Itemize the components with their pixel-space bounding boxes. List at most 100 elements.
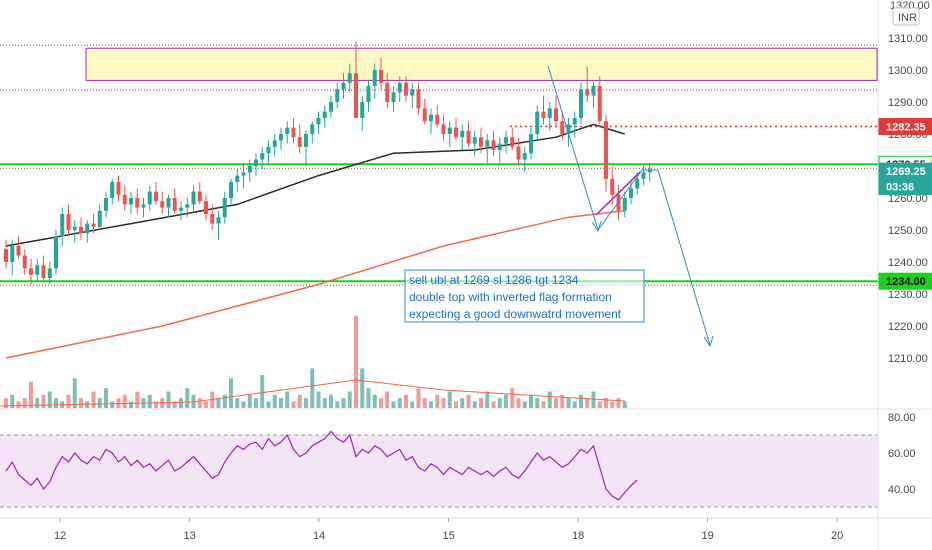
candle[interactable]: [10, 246, 15, 262]
candle[interactable]: [491, 140, 496, 150]
candle[interactable]: [554, 108, 558, 122]
candle[interactable]: [622, 198, 627, 211]
candle[interactable]: [610, 178, 615, 195]
candle[interactable]: [391, 92, 396, 102]
candle[interactable]: [454, 127, 458, 138]
candle[interactable]: [347, 73, 352, 83]
candle[interactable]: [179, 207, 183, 211]
candle[interactable]: [472, 137, 477, 144]
rsi-line[interactable]: [5, 430, 638, 501]
candle[interactable]: [441, 124, 446, 134]
candle[interactable]: [210, 214, 215, 224]
projection-line-up[interactable]: [597, 169, 658, 231]
candle[interactable]: [422, 108, 427, 122]
candle[interactable]: [585, 89, 590, 96]
candle[interactable]: [460, 130, 465, 138]
candle[interactable]: [129, 198, 133, 205]
candle[interactable]: [4, 249, 8, 262]
candle[interactable]: [185, 204, 190, 208]
candle[interactable]: [147, 191, 152, 205]
candle[interactable]: [372, 70, 377, 86]
candle[interactable]: [216, 217, 221, 224]
candle[interactable]: [329, 102, 333, 112]
candle[interactable]: [510, 137, 515, 147]
candle[interactable]: [547, 108, 552, 118]
candle[interactable]: [447, 127, 452, 134]
moving-average-dark[interactable]: [5, 123, 625, 247]
candle[interactable]: [579, 89, 583, 118]
candle[interactable]: [410, 89, 415, 96]
candle[interactable]: [285, 127, 290, 134]
candle[interactable]: [122, 194, 127, 205]
candle[interactable]: [85, 223, 90, 234]
candle[interactable]: [379, 70, 383, 83]
candle[interactable]: [560, 121, 565, 134]
candle[interactable]: [66, 214, 71, 230]
candle[interactable]: [279, 134, 283, 141]
projection-line-down[interactable]: [657, 169, 711, 346]
candle[interactable]: [566, 124, 571, 134]
candle[interactable]: [16, 246, 21, 256]
flag-upper-line[interactable]: [595, 171, 641, 216]
time-axis[interactable]: 12 13 14 15 18 19 20: [54, 518, 843, 542]
main-pane[interactable]: [0, 41, 878, 359]
candle[interactable]: [241, 172, 246, 176]
candle[interactable]: [22, 255, 27, 269]
candle[interactable]: [322, 111, 327, 118]
moving-average-red[interactable]: [5, 210, 625, 359]
candle[interactable]: [172, 198, 177, 211]
trade-note[interactable]: sell ubl at 1269 sl 1286 tgt 1234 double…: [404, 269, 645, 323]
candle[interactable]: [572, 118, 577, 125]
candle[interactable]: [116, 182, 121, 195]
candle[interactable]: [416, 89, 421, 109]
candle[interactable]: [297, 137, 302, 147]
candle[interactable]: [485, 140, 490, 147]
candle[interactable]: [60, 214, 65, 237]
candle[interactable]: [291, 127, 296, 138]
candle[interactable]: [260, 153, 265, 160]
candle[interactable]: [110, 182, 115, 198]
candle[interactable]: [97, 210, 102, 227]
currency-box[interactable]: [892, 7, 920, 26]
candle[interactable]: [41, 265, 46, 278]
candle[interactable]: [497, 143, 502, 150]
candle[interactable]: [635, 178, 640, 189]
flag-pole-arrow[interactable]: [547, 65, 599, 231]
candle[interactable]: [354, 73, 358, 118]
trend-drawings[interactable]: [547, 65, 714, 348]
candle[interactable]: [591, 86, 596, 96]
candle[interactable]: [47, 268, 52, 278]
candle[interactable]: [335, 89, 340, 102]
candle[interactable]: [197, 191, 202, 202]
candle[interactable]: [204, 201, 208, 214]
candle[interactable]: [429, 114, 433, 122]
candle[interactable]: [247, 166, 252, 173]
candle[interactable]: [360, 102, 365, 118]
candle[interactable]: [522, 153, 527, 160]
candle[interactable]: [366, 86, 371, 102]
candle[interactable]: [29, 268, 33, 275]
candle[interactable]: [341, 82, 346, 90]
candle[interactable]: [641, 172, 646, 179]
candle[interactable]: [466, 130, 471, 144]
candle[interactable]: [160, 201, 165, 208]
candle[interactable]: [235, 175, 240, 182]
candle[interactable]: [272, 140, 277, 147]
candle[interactable]: [385, 82, 390, 102]
candle[interactable]: [516, 146, 521, 160]
candle[interactable]: [629, 188, 633, 198]
candle[interactable]: [479, 137, 483, 147]
candle[interactable]: [222, 198, 227, 218]
candle[interactable]: [310, 124, 315, 134]
candle[interactable]: [535, 111, 540, 134]
candle[interactable]: [135, 198, 140, 208]
candle[interactable]: [597, 86, 602, 122]
candle[interactable]: [529, 134, 533, 154]
candle[interactable]: [35, 265, 40, 275]
candle[interactable]: [504, 137, 508, 144]
candle[interactable]: [304, 134, 308, 147]
candle[interactable]: [316, 118, 321, 125]
candle[interactable]: [72, 226, 77, 230]
candle[interactable]: [91, 223, 96, 227]
